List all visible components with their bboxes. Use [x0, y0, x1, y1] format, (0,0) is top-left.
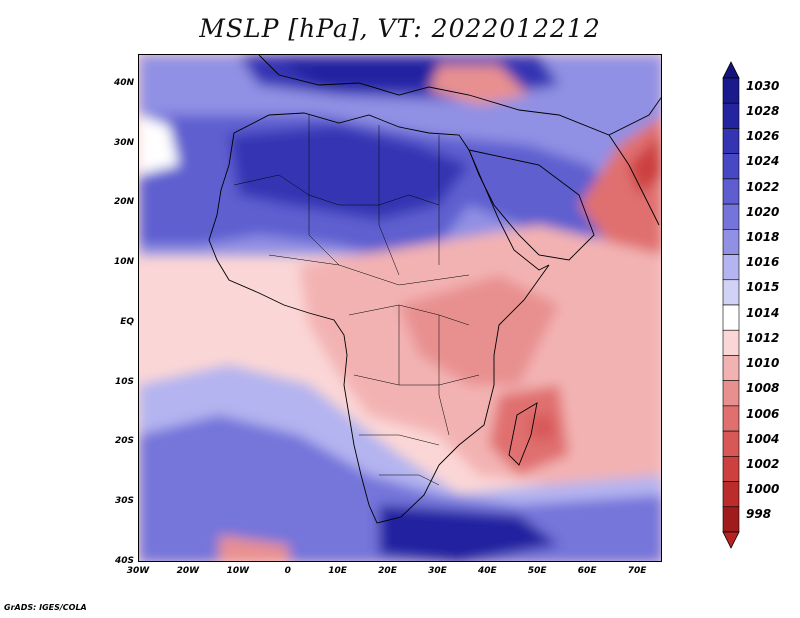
pressure-field [139, 55, 661, 561]
colorbar-swatch [722, 405, 740, 432]
colorbar-swatch [722, 380, 740, 407]
lat-tick-label: 30N [113, 137, 134, 148]
madagascar-coastline [508, 402, 538, 466]
levant-low [429, 65, 529, 105]
lon-tick-label: 20E [378, 566, 397, 576]
mediterranean-high-core [279, 60, 439, 85]
colorbar-swatch [722, 77, 740, 104]
colorbar-level-label: 1015 [746, 280, 780, 295]
lon-tick-label: 10W [226, 566, 250, 576]
colorbar-level-label: 1004 [746, 431, 780, 446]
border-line [268, 254, 470, 286]
colorbar-level-label: 1002 [746, 456, 780, 471]
colorbar-level-label: 1028 [746, 103, 780, 118]
southern-high-core [379, 505, 559, 561]
colorbar-level-label: 1006 [746, 406, 780, 421]
colorbar-swatch [722, 481, 740, 508]
border-line [348, 304, 470, 326]
arabia-coastline [468, 149, 595, 261]
lon-tick-label: 50E [527, 566, 547, 576]
border-line [378, 125, 400, 276]
lat-tick-label: 20S [114, 436, 134, 447]
lon-tick-label: 40E [477, 566, 497, 576]
lon-tick-label: 10E [328, 566, 347, 576]
colorbar-swatch [722, 430, 740, 457]
lat-tick-label: 10S [114, 376, 134, 387]
coastlines [208, 55, 661, 524]
lat-tick-label: 40S [114, 556, 134, 566]
plot-title: MSLP [hPa], VT: 2022012212 [199, 14, 601, 43]
border-line [359, 434, 440, 446]
colorbar-level-label: 1016 [746, 255, 780, 270]
colorbar-swatch [722, 178, 740, 205]
lon-tick-label: 0 [284, 566, 291, 576]
map-panel [138, 54, 662, 562]
colorbar-level-label: 998 [746, 507, 772, 522]
atlantic-ridge-gap [139, 115, 179, 175]
colorbar-swatch [722, 355, 740, 381]
colorbar-level-label: 1014 [746, 305, 780, 320]
colorbar-swatch [722, 329, 740, 356]
sahara-high-core [229, 125, 469, 220]
lon-tick-label: 20W [176, 566, 200, 576]
madagascar-low-core [529, 415, 554, 440]
mslp-field-map [139, 55, 661, 561]
colorbar-swatch [722, 456, 740, 482]
lat-tick-label: 10N [113, 257, 134, 268]
border-line [353, 374, 480, 386]
colorbar-swatch [722, 128, 740, 154]
lon-tick-label: 30E [428, 566, 447, 576]
colorbar-level-label: 1000 [746, 482, 780, 497]
colorbar-swatch [722, 229, 740, 255]
lat-tick-label: EQ [120, 316, 134, 327]
colorbar-swatch [722, 153, 740, 180]
colorbar-level-label: 1030 [746, 78, 780, 93]
country-borders [233, 115, 480, 486]
southwest-low [219, 535, 289, 561]
colorbar-swatch [722, 203, 740, 230]
colorbar-level-label: 1022 [746, 179, 780, 194]
colorbar-level-label: 1020 [746, 204, 780, 219]
colorbar-swatch [722, 254, 740, 281]
colorbar-level-label: 1018 [746, 229, 780, 244]
colorbar-level-label: 1026 [746, 129, 780, 144]
border-line [233, 174, 440, 206]
colorbar-swatch [722, 304, 740, 331]
lat-tick-label: 40N [113, 77, 134, 88]
footer-credit: GrADS: IGES/COLA [4, 603, 87, 612]
lon-tick-label: 70E [627, 566, 647, 576]
colorbar-level-label: 1024 [746, 154, 780, 169]
colorbar-swatch [722, 506, 740, 533]
europe-asia-coastline [258, 55, 661, 136]
colorbar-swatch [722, 102, 740, 129]
lon-tick-label: 30W [126, 566, 150, 576]
colorbar-level-label: 1010 [746, 356, 780, 371]
colorbar-level-label: 1012 [746, 330, 780, 345]
border-line [379, 474, 440, 486]
india-coastline [608, 134, 660, 226]
colorbar-level-label: 1008 [746, 381, 780, 396]
africa-coastline [208, 112, 550, 524]
lat-tick-label: 30S [114, 496, 134, 507]
border-line [438, 315, 450, 436]
colorbar-top-cap [722, 61, 740, 79]
lat-tick-label: 20N [113, 197, 134, 208]
border-line [308, 115, 340, 266]
india-low [579, 116, 661, 255]
madagascar-low [489, 385, 569, 475]
colorbar-swatch [722, 279, 740, 306]
lon-tick-label: 60E [577, 566, 597, 576]
colorbar-bottom-cap [722, 531, 740, 549]
